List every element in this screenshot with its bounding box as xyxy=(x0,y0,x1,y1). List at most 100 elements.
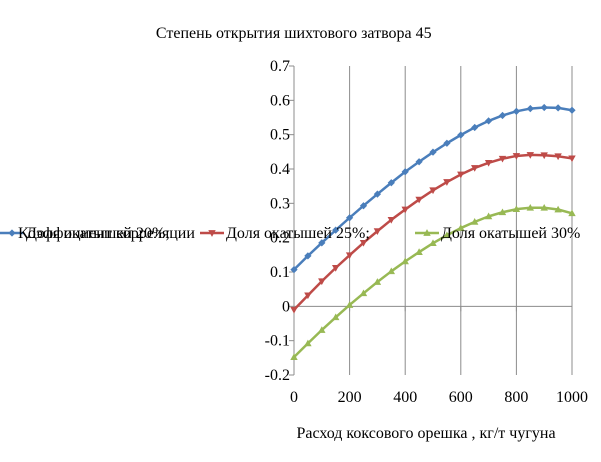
series-3-point xyxy=(443,231,451,239)
series-1-point xyxy=(429,148,437,156)
series-3 xyxy=(290,203,576,361)
y-tick-label-1: -0.1 xyxy=(265,333,290,350)
y-tick-label-9: 0.7 xyxy=(270,58,290,75)
series-1-point xyxy=(498,111,507,120)
series-2-point xyxy=(373,228,382,235)
series-2-point xyxy=(415,196,423,204)
y-tick-label-8: 0.6 xyxy=(270,92,290,109)
series-3-point xyxy=(484,212,493,220)
series-2-point xyxy=(387,216,396,224)
series-2-point xyxy=(304,292,312,300)
series-2-point xyxy=(526,152,535,159)
axes xyxy=(289,65,573,376)
series-1 xyxy=(290,103,576,274)
series-3-point xyxy=(568,209,576,217)
series-3-point xyxy=(304,339,312,347)
series-1-point xyxy=(345,214,354,222)
grid-lines xyxy=(349,66,573,375)
series-1-point xyxy=(415,158,423,166)
series-1-point xyxy=(526,104,534,113)
x-tick-label-5: 1000 xyxy=(556,389,588,406)
series-group xyxy=(290,103,576,361)
series-2-point xyxy=(554,153,562,161)
series-2-point xyxy=(470,165,479,172)
y-tick-label-4: 0.2 xyxy=(270,230,290,247)
legend-label-1: Доля окатышей 20%; xyxy=(26,225,170,242)
legend-item-2: Доля окатышей 25%; xyxy=(200,225,370,242)
x-tick-label-4: 800 xyxy=(504,389,528,406)
series-2-point xyxy=(290,306,298,314)
series-1-point xyxy=(554,104,562,112)
y-tick-label-5: 0.3 xyxy=(270,195,290,212)
series-3-point xyxy=(554,205,562,213)
series-2-point xyxy=(331,265,340,272)
series-2-point xyxy=(443,179,451,186)
legend-label-3: Доля окатышей 30% xyxy=(441,225,580,242)
series-2-point xyxy=(540,152,548,160)
series-3-point xyxy=(498,208,507,216)
series-2-point xyxy=(512,153,521,160)
series-1-point xyxy=(457,131,465,139)
legend-marker-2 xyxy=(208,230,216,237)
series-3-point xyxy=(512,205,521,213)
series-2-point xyxy=(498,155,507,163)
y-tick-label-2: 0 xyxy=(282,298,290,315)
series-1-point xyxy=(373,190,382,198)
series-1-point xyxy=(387,179,395,187)
series-3-point xyxy=(470,218,479,225)
legend-item-1: Доля окатышей 20%; xyxy=(0,225,170,242)
series-2 xyxy=(290,152,576,314)
series-3-point xyxy=(526,203,535,211)
series-2-point xyxy=(568,155,576,163)
overlay-label: Коэффициент корреляции xyxy=(18,225,195,242)
x-axis-label: Расход коксового орешка , кг/т чугуна xyxy=(296,425,555,442)
series-2-point xyxy=(359,239,368,247)
series-3-point xyxy=(429,239,437,247)
y-tick-labels: -0.2 -0.1 0 0.1 0.2 0.3 0.4 0.5 0.6 0.7 xyxy=(265,58,290,384)
chart-title: Степень открытия шихтового затвора 45⃞ xyxy=(156,25,444,42)
x-tick-label-1: 200 xyxy=(338,389,362,406)
series-3-point xyxy=(331,313,340,321)
series-3-point xyxy=(540,203,548,211)
y-tick-label-7: 0.5 xyxy=(270,127,290,144)
series-3-point xyxy=(318,326,326,333)
legend-marker-1 xyxy=(8,229,16,237)
x-tick-label-0: 0 xyxy=(290,389,298,406)
series-1-point xyxy=(304,252,312,260)
series-1-point xyxy=(401,168,409,176)
series-3-point xyxy=(387,267,396,275)
legend-item-3: Доля окатышей 30% xyxy=(415,225,580,242)
legend: Доля окатышей 20%; Доля окатышей 25%; Доля… xyxy=(0,225,580,242)
series-1-point xyxy=(443,139,451,147)
series-2-point xyxy=(318,278,326,286)
series-1-point xyxy=(484,117,493,125)
y-tick-label-0: -0.2 xyxy=(265,367,290,384)
series-2-point xyxy=(429,187,437,195)
x-tick-label-3: 600 xyxy=(449,389,473,406)
series-1-point xyxy=(471,123,479,132)
series-1-point xyxy=(318,239,326,247)
y-tick-label-6: 0.4 xyxy=(270,161,290,178)
x-tick-labels: 0 200 400 600 800 1000 xyxy=(290,389,588,406)
series-2-point xyxy=(401,206,409,214)
series-3-point xyxy=(457,224,465,231)
series-1-point xyxy=(290,265,298,274)
series-3-point xyxy=(345,301,354,308)
series-3-point xyxy=(373,278,382,285)
legend-marker-3 xyxy=(423,229,431,236)
series-1-point xyxy=(568,106,576,114)
series-3-point xyxy=(290,353,298,361)
series-3-point xyxy=(415,248,423,255)
series-1-point xyxy=(512,107,521,115)
legend-label-2: Доля окатышей 25%; xyxy=(226,225,370,242)
y-tick-label-3: 0.1 xyxy=(270,264,290,281)
series-2-point xyxy=(457,171,465,179)
series-1-point xyxy=(359,202,368,210)
series-2-point xyxy=(345,252,354,259)
series-3-point xyxy=(359,289,368,297)
series-1-point xyxy=(540,103,548,112)
series-3-point xyxy=(401,257,409,265)
series-1-point xyxy=(332,226,340,234)
series-2-point xyxy=(484,159,493,167)
